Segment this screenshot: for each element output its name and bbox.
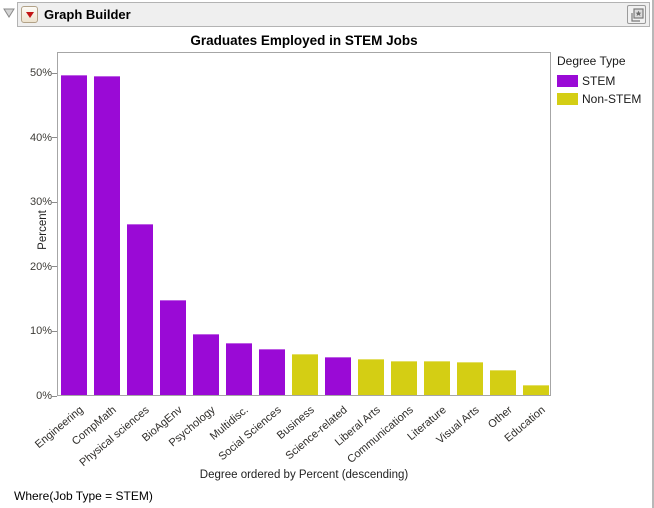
legend-label: Non-STEM (582, 92, 642, 106)
bar-other[interactable] (489, 370, 516, 395)
red-triangle-menu-button[interactable] (21, 6, 38, 23)
bar-business[interactable] (292, 353, 318, 395)
bar-multidisc-[interactable] (226, 342, 253, 395)
y-tick-mark (52, 266, 57, 268)
window-star-icon (630, 7, 644, 22)
y-tick-mark (52, 201, 57, 203)
legend-title: Degree Type (557, 54, 626, 68)
bar-bioagenv[interactable] (160, 300, 187, 395)
y-tick-label: 40% (29, 131, 52, 144)
bar-education[interactable] (522, 384, 549, 395)
y-tick-label: 0% (36, 390, 52, 402)
bar-literature[interactable] (423, 361, 450, 395)
bar-psychology[interactable] (193, 333, 220, 395)
legend-label: STEM (582, 74, 616, 88)
publish-button[interactable] (627, 5, 646, 24)
bar-science-related[interactable] (324, 356, 351, 395)
x-category-label: Other (485, 404, 515, 431)
bar-liberal-arts[interactable] (357, 359, 384, 395)
red-triangle-icon (25, 11, 34, 18)
legend-swatch (557, 93, 578, 105)
legend-entry-non-stem[interactable]: Non-STEM (557, 92, 641, 106)
y-tick-label: 10% (29, 325, 52, 338)
bar-visual-arts[interactable] (456, 362, 483, 395)
y-tick-mark (52, 330, 57, 332)
y-tick-mark (52, 395, 57, 397)
chart-title: Graduates Employed in STEM Jobs (190, 33, 418, 48)
bar-social-sciences[interactable] (259, 349, 286, 395)
y-axis-title: Percent (36, 210, 49, 250)
y-tick-label: 50% (29, 67, 52, 79)
bar-engineering[interactable] (61, 74, 88, 395)
where-clause: Where(Job Type = STEM) (14, 489, 153, 503)
bar-communications[interactable] (390, 361, 417, 395)
legend-entry-stem[interactable]: STEM (557, 74, 641, 88)
outline-disclosure-icon[interactable] (2, 6, 16, 20)
bar-physical-sciences[interactable] (127, 224, 154, 395)
y-tick-mark (52, 72, 57, 74)
report-title: Graph Builder (44, 7, 131, 22)
x-axis-title: Degree ordered by Percent (descending) (199, 469, 409, 481)
y-tick-label: 20% (29, 260, 52, 273)
y-tick-mark (52, 137, 57, 139)
plot-area (57, 52, 551, 396)
legend: Degree Type STEM Non-STEM (557, 54, 641, 110)
report-header: Graph Builder (17, 2, 650, 27)
bar-compmath[interactable] (94, 75, 121, 395)
y-tick-label: 30% (29, 196, 52, 209)
legend-swatch (557, 75, 578, 87)
